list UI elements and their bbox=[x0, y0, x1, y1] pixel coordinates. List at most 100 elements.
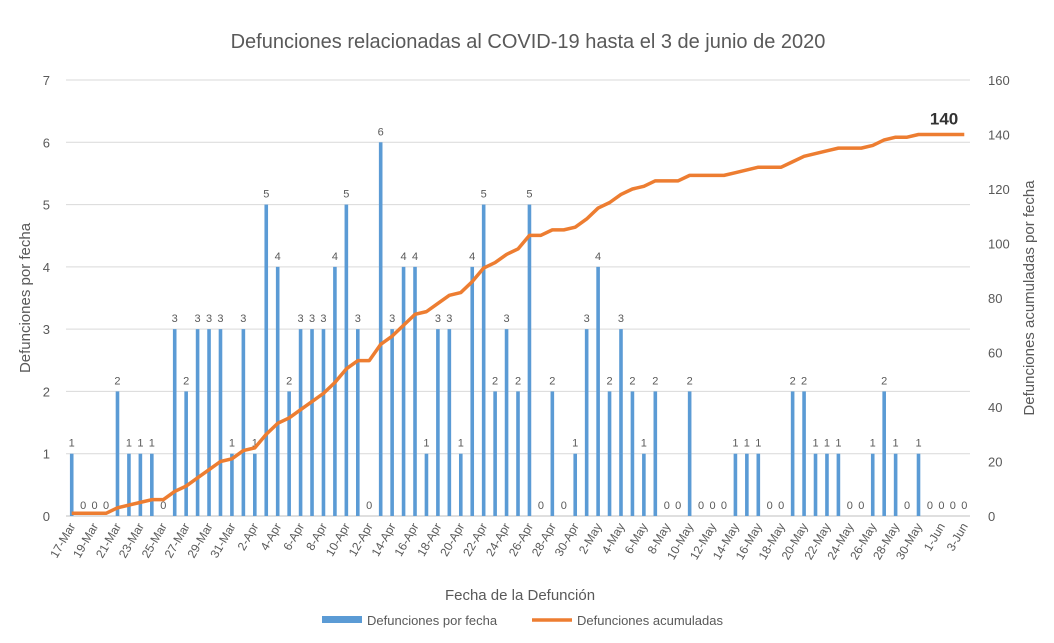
bar-value-label: 3 bbox=[195, 313, 201, 325]
bar-value-label: 2 bbox=[652, 375, 658, 387]
bar-value-label: 2 bbox=[114, 375, 120, 387]
y2-tick-label: 160 bbox=[988, 73, 1010, 88]
bar bbox=[321, 329, 326, 516]
bar-value-label: 2 bbox=[183, 375, 189, 387]
bar-value-label: 1 bbox=[915, 438, 921, 450]
bar-value-label: 0 bbox=[847, 500, 853, 512]
bar-value-label: 4 bbox=[469, 251, 475, 263]
bar-value-label: 0 bbox=[709, 500, 715, 512]
bar-value-label: 2 bbox=[629, 375, 635, 387]
bar-value-label: 6 bbox=[378, 126, 384, 138]
bar bbox=[413, 266, 417, 516]
bar-value-label: 4 bbox=[595, 251, 601, 263]
bar bbox=[584, 329, 589, 516]
y-tick-label: 0 bbox=[43, 509, 50, 524]
bar-value-label: 3 bbox=[503, 313, 509, 325]
y2-tick-label: 80 bbox=[988, 291, 1002, 306]
bar-value-label: 3 bbox=[172, 313, 178, 325]
bar-value-label: 2 bbox=[286, 375, 292, 387]
bar-value-label: 1 bbox=[229, 438, 235, 450]
bar-value-label: 1 bbox=[732, 438, 738, 450]
bar-value-label: 0 bbox=[950, 500, 956, 512]
y2-tick-label: 100 bbox=[988, 237, 1010, 252]
y-tick-label: 2 bbox=[43, 384, 50, 399]
bar bbox=[745, 453, 749, 516]
y2-tick-label: 60 bbox=[988, 346, 1002, 361]
bar-value-label: 0 bbox=[904, 500, 910, 512]
bar-value-label: 0 bbox=[92, 500, 98, 512]
bar-value-label: 1 bbox=[252, 438, 258, 450]
bar bbox=[253, 453, 257, 516]
bar-value-label: 0 bbox=[366, 500, 372, 512]
bar-value-label: 0 bbox=[561, 500, 567, 512]
bar-value-label: 3 bbox=[618, 313, 624, 325]
bar bbox=[298, 329, 303, 516]
bar bbox=[813, 453, 818, 516]
bar bbox=[893, 453, 898, 516]
y-tick-label: 6 bbox=[43, 135, 50, 150]
bar bbox=[802, 391, 806, 516]
bar bbox=[756, 453, 761, 516]
bar-value-label: 3 bbox=[217, 313, 223, 325]
bar bbox=[275, 266, 280, 516]
y-tick-label: 4 bbox=[43, 260, 50, 275]
bar-value-label: 2 bbox=[790, 375, 796, 387]
bar-value-label: 1 bbox=[870, 438, 876, 450]
bar bbox=[733, 453, 738, 516]
bar-value-label: 5 bbox=[481, 189, 487, 201]
bar bbox=[607, 391, 612, 516]
bar bbox=[687, 391, 692, 516]
y2-axis-label: Defunciones acumuladas por fecha bbox=[1021, 180, 1038, 416]
chart-title: Defunciones relacionadas al COVID-19 has… bbox=[231, 31, 826, 53]
bar-value-label: 1 bbox=[835, 438, 841, 450]
bar-value-label: 3 bbox=[435, 313, 441, 325]
bar-value-label: 3 bbox=[309, 313, 315, 325]
bar bbox=[230, 453, 234, 516]
bar bbox=[516, 391, 520, 516]
bar bbox=[619, 329, 623, 516]
y-tick-label: 7 bbox=[43, 73, 50, 88]
bar bbox=[150, 453, 154, 516]
bar-value-label: 0 bbox=[675, 500, 681, 512]
bar-value-label: 0 bbox=[538, 500, 544, 512]
bar-value-label: 1 bbox=[149, 438, 155, 450]
line bbox=[71, 132, 965, 516]
bar-value-label: 2 bbox=[492, 375, 498, 387]
bar-value-label: 3 bbox=[355, 313, 361, 325]
y-tick-label: 1 bbox=[43, 447, 50, 462]
bar-value-label: 1 bbox=[458, 438, 464, 450]
bar-value-label: 1 bbox=[893, 438, 899, 450]
bar-value-label: 4 bbox=[332, 251, 338, 263]
bar bbox=[790, 391, 795, 516]
line-end-label: 140 bbox=[930, 110, 958, 129]
bar bbox=[287, 391, 291, 516]
bar bbox=[184, 391, 188, 516]
y2-tick-label: 0 bbox=[988, 509, 995, 524]
bar-value-label: 1 bbox=[137, 438, 143, 450]
bar-value-label: 1 bbox=[126, 438, 132, 450]
bar bbox=[355, 329, 360, 516]
bar bbox=[195, 329, 200, 516]
bar-value-label: 0 bbox=[721, 500, 727, 512]
bar bbox=[241, 329, 246, 516]
bar-value-label: 0 bbox=[938, 500, 944, 512]
bar-value-label: 0 bbox=[927, 500, 933, 512]
y-axis-label: Defunciones por fecha bbox=[17, 222, 34, 373]
legend-label: Defunciones por fecha bbox=[367, 613, 498, 628]
bar bbox=[642, 453, 646, 516]
bar-value-label: 3 bbox=[240, 313, 246, 325]
bar bbox=[596, 266, 600, 516]
bar-value-label: 2 bbox=[549, 375, 555, 387]
bar bbox=[310, 329, 314, 516]
bar bbox=[69, 453, 74, 516]
bar bbox=[436, 329, 440, 516]
bar bbox=[825, 453, 829, 516]
bar bbox=[264, 204, 269, 517]
bar-value-label: 3 bbox=[389, 313, 395, 325]
bar-value-label: 0 bbox=[160, 500, 166, 512]
bar bbox=[333, 266, 337, 516]
bar-value-label: 3 bbox=[446, 313, 452, 325]
bar-value-label: 0 bbox=[664, 500, 670, 512]
